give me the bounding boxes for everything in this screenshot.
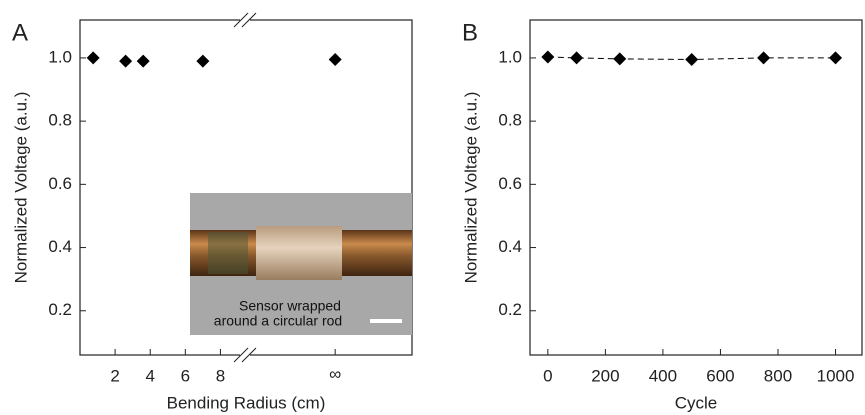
panel-label: B (462, 19, 478, 46)
y-axis-label: Normalized Voltage (a.u.) (461, 92, 480, 284)
x-tick-label: 1000 (817, 366, 855, 385)
data-point (685, 53, 699, 67)
x-tick-label: 2 (110, 366, 119, 385)
x-tick-label: ∞ (329, 364, 341, 383)
axis-break (233, 12, 249, 28)
x-tick-label: 8 (216, 366, 225, 385)
axis-break-gap (240, 18, 250, 22)
data-point (757, 51, 771, 65)
data-point (86, 51, 100, 65)
x-axis-label: Cycle (675, 393, 718, 412)
x-tick-label: 400 (649, 366, 677, 385)
axis-break (241, 347, 257, 363)
y-tick-label: 1.0 (48, 47, 72, 66)
x-tick-label: 4 (145, 366, 154, 385)
y-tick-label: 0.2 (48, 300, 72, 319)
y-axis-label: Normalized Voltage (a.u.) (11, 92, 30, 284)
y-tick-label: 0.4 (498, 237, 522, 256)
y-tick-label: 0.6 (48, 174, 72, 193)
inset-photo (190, 193, 412, 335)
y-tick-label: 0.4 (48, 237, 72, 256)
y-tick-label: 0.8 (498, 111, 522, 130)
x-tick-label: 600 (706, 366, 734, 385)
inset-caption: Sensor wrapped (239, 298, 341, 314)
data-point (570, 51, 584, 65)
x-axis-label: Bending Radius (cm) (167, 393, 326, 412)
y-tick-label: 0.8 (48, 111, 72, 130)
data-point (119, 54, 133, 68)
data-point (829, 51, 843, 65)
axis-break-gap (240, 353, 250, 357)
x-tick-label: 6 (181, 366, 190, 385)
sensor (256, 226, 342, 280)
axis-break (233, 347, 249, 363)
y-tick-label: 0.2 (498, 300, 522, 319)
x-tick-label: 0 (543, 366, 552, 385)
data-point (136, 54, 150, 68)
x-tick-label: 200 (591, 366, 619, 385)
inset-caption: around a circular rod (214, 313, 342, 329)
panel-label: A (12, 19, 28, 46)
data-point (613, 52, 627, 66)
y-tick-label: 1.0 (498, 47, 522, 66)
rod-detail (208, 232, 248, 274)
data-point (196, 54, 210, 68)
data-point (541, 50, 555, 64)
data-point (328, 53, 342, 67)
axis-break (241, 12, 257, 28)
x-tick-label: 800 (764, 366, 792, 385)
plot-frame (529, 19, 863, 356)
y-tick-label: 0.6 (498, 174, 522, 193)
